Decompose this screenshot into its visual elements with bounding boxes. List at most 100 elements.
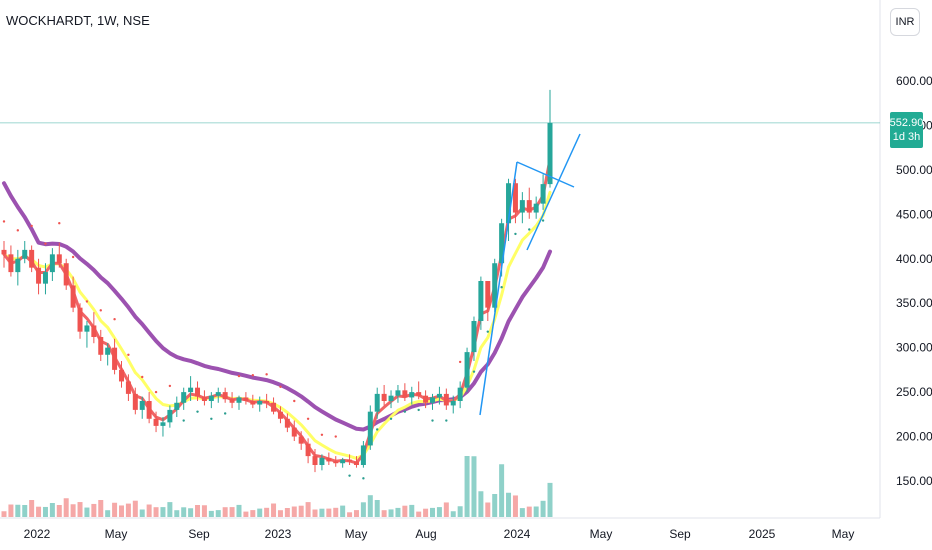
volume-bar	[222, 507, 228, 517]
candle-body	[167, 409, 173, 423]
volume-bar	[347, 512, 353, 517]
candle-body	[36, 267, 42, 284]
bar-countdown: 1d 3h	[892, 131, 921, 143]
trendline-drawing	[479, 161, 518, 416]
volume-bar	[340, 505, 346, 517]
sar-dot	[223, 412, 227, 415]
candle-body	[298, 436, 304, 444]
candle-body	[208, 395, 214, 401]
candle-body	[188, 387, 194, 393]
sar-dot	[279, 385, 282, 388]
x-tick-label: 2022	[24, 527, 51, 541]
volume-bar	[22, 505, 28, 517]
candle-body	[381, 393, 387, 401]
candle-body	[305, 443, 311, 457]
volume-bar	[436, 507, 442, 517]
y-tick-label: 300.00	[896, 341, 932, 355]
candle-body	[291, 427, 297, 437]
candle-body	[112, 347, 118, 370]
y-tick-label: 200.00	[896, 430, 932, 444]
sar-dot	[127, 353, 130, 356]
sar-dot	[196, 410, 199, 413]
sar-dot	[58, 222, 61, 225]
candle-body	[326, 457, 332, 462]
sar-dot	[141, 375, 144, 379]
volume-bar	[271, 503, 277, 517]
volume-bar	[132, 500, 138, 517]
volume-bar	[319, 508, 325, 517]
ma-slow-line	[2, 181, 552, 432]
ma-fast-line	[2, 157, 552, 465]
candle-body	[70, 285, 76, 308]
candle-body	[1, 249, 7, 255]
candle-body	[374, 393, 380, 412]
sar-dot	[528, 228, 531, 231]
volume-bar	[181, 507, 187, 517]
volume-bar	[195, 505, 201, 517]
x-tick-label: Sep	[188, 527, 210, 541]
candle-body	[201, 396, 207, 401]
volume-bar	[236, 504, 242, 517]
volume-bar	[63, 498, 69, 517]
volume-bar	[167, 502, 173, 517]
volume-bar	[506, 492, 512, 517]
candle-body	[499, 223, 505, 264]
candle-body	[277, 411, 283, 419]
sar-dot	[541, 219, 545, 222]
candle-body	[160, 422, 166, 426]
volume-bar	[174, 510, 180, 517]
sar-dot	[71, 255, 75, 259]
candle-body	[416, 392, 422, 396]
volume-bar	[36, 506, 42, 517]
candle-body	[340, 459, 346, 464]
volume-bar	[471, 456, 477, 517]
volume-bar	[305, 502, 311, 517]
x-tick-label: May	[590, 527, 613, 541]
volume-bar	[333, 507, 339, 517]
sar-dot	[348, 474, 351, 477]
candle-body	[367, 411, 373, 446]
volume-bar	[533, 506, 539, 517]
volume-bar	[15, 504, 21, 517]
volume-bar	[416, 511, 422, 517]
volume-bar	[257, 508, 263, 517]
candle-body	[42, 272, 48, 284]
sar-dot	[237, 374, 241, 378]
volume-bar	[284, 508, 290, 517]
candle-body	[450, 401, 456, 406]
volume-bar	[243, 511, 249, 517]
currency-selector[interactable]: INR	[890, 8, 920, 36]
sar-dot	[334, 435, 337, 438]
volume-bar	[56, 505, 62, 517]
volume-bar	[512, 495, 518, 517]
trendline-drawing	[516, 161, 575, 188]
symbol-title: WOCKHARDT, 1W, NSE	[6, 13, 150, 28]
sar-dot	[182, 419, 185, 422]
volume-bar	[402, 505, 408, 517]
volume-bar	[215, 510, 221, 517]
sar-dot	[376, 428, 379, 431]
candle-body	[250, 401, 256, 405]
x-tick-label: May	[105, 527, 128, 541]
volume-bar	[450, 511, 456, 517]
y-tick-label: 450.00	[896, 207, 932, 221]
candle-body	[540, 184, 546, 204]
volume-bar	[277, 510, 283, 517]
sar-dot	[99, 309, 102, 312]
candle-body	[15, 258, 21, 273]
y-tick-label: 500.00	[896, 163, 932, 177]
y-tick-label: 400.00	[896, 252, 932, 266]
sar-dot	[168, 384, 172, 388]
candle-body	[22, 249, 28, 259]
x-tick-label: 2024	[504, 527, 531, 541]
candle-body	[125, 381, 131, 394]
candle-body	[333, 461, 339, 464]
volume-bar	[526, 506, 532, 517]
sar-dot	[472, 370, 476, 373]
volume-bar	[250, 510, 256, 517]
candle-body	[360, 445, 366, 465]
candle-body	[319, 457, 325, 465]
candle-body	[409, 392, 415, 398]
sar-dot	[514, 232, 517, 236]
